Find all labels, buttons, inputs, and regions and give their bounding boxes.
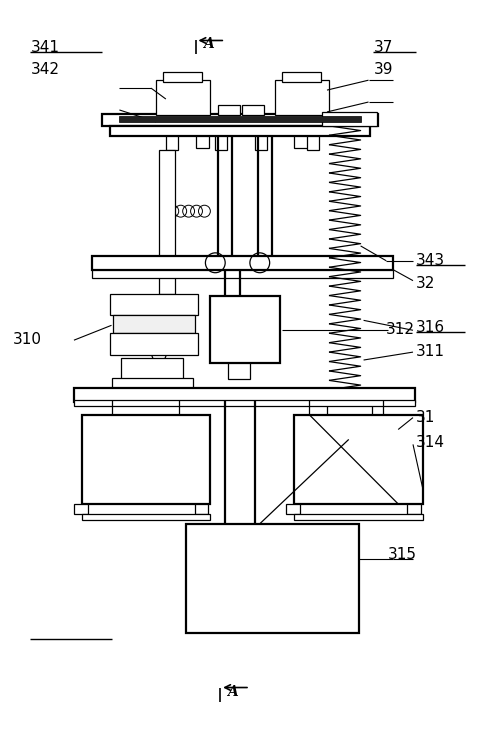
Text: 342: 342 bbox=[30, 62, 59, 77]
Bar bbox=[218, 105, 240, 115]
Bar bbox=[228, 363, 250, 379]
Bar bbox=[92, 255, 393, 269]
Bar bbox=[121, 358, 183, 380]
Bar bbox=[327, 404, 373, 420]
Bar bbox=[74, 388, 415, 402]
Text: 39: 39 bbox=[374, 62, 393, 77]
Bar bbox=[196, 136, 209, 147]
Bar bbox=[295, 514, 423, 520]
Bar bbox=[331, 420, 369, 428]
Text: 311: 311 bbox=[416, 344, 445, 359]
Text: 315: 315 bbox=[388, 547, 417, 561]
Bar bbox=[295, 415, 423, 504]
Bar bbox=[109, 333, 199, 355]
Bar bbox=[82, 514, 210, 520]
Bar bbox=[275, 80, 329, 115]
Text: 37: 37 bbox=[374, 40, 393, 55]
Text: 316: 316 bbox=[416, 320, 445, 335]
Bar bbox=[255, 136, 267, 150]
Bar bbox=[113, 315, 195, 333]
Bar bbox=[322, 390, 377, 404]
Text: 314: 314 bbox=[416, 436, 445, 450]
Bar bbox=[120, 116, 361, 122]
Bar bbox=[82, 415, 210, 504]
Bar bbox=[295, 136, 308, 147]
Bar bbox=[74, 400, 415, 406]
Bar bbox=[281, 72, 321, 82]
Bar bbox=[102, 114, 378, 126]
Bar bbox=[109, 126, 371, 136]
Bar bbox=[286, 504, 300, 514]
Bar bbox=[163, 72, 202, 82]
Bar bbox=[210, 296, 280, 363]
Bar bbox=[407, 504, 421, 514]
Text: A: A bbox=[203, 37, 214, 51]
Bar bbox=[92, 269, 393, 277]
Bar bbox=[166, 136, 178, 150]
Bar bbox=[156, 80, 210, 115]
Bar bbox=[242, 105, 264, 115]
Bar bbox=[109, 293, 199, 315]
Bar bbox=[159, 150, 175, 293]
Bar bbox=[111, 378, 193, 388]
Bar bbox=[307, 136, 319, 150]
Circle shape bbox=[240, 313, 250, 323]
Bar bbox=[195, 504, 208, 514]
Bar bbox=[322, 112, 377, 126]
Text: 343: 343 bbox=[416, 253, 445, 268]
Bar bbox=[186, 524, 359, 633]
Bar bbox=[215, 136, 227, 150]
Bar bbox=[74, 504, 88, 514]
Text: 341: 341 bbox=[30, 40, 59, 55]
Text: 310: 310 bbox=[13, 332, 41, 347]
Text: 31: 31 bbox=[416, 410, 435, 425]
Text: 312: 312 bbox=[386, 323, 415, 337]
Text: 32: 32 bbox=[416, 276, 435, 291]
Text: A: A bbox=[227, 685, 238, 699]
Circle shape bbox=[241, 341, 249, 349]
